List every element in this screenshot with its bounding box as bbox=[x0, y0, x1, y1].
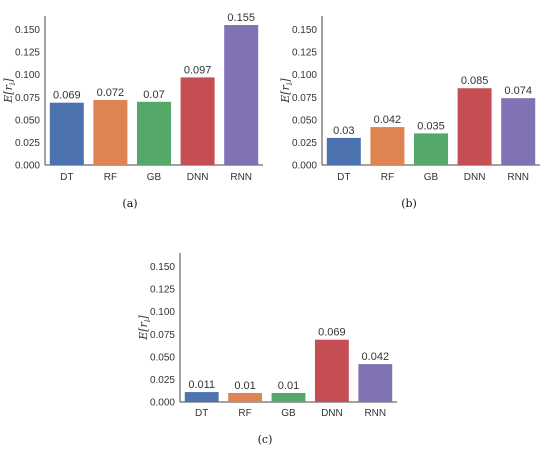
y-tick-label: 0.075 bbox=[15, 93, 40, 104]
data-label: 0.03 bbox=[333, 125, 354, 137]
panel-caption: (a) bbox=[122, 197, 137, 210]
y-tick-label: 0.150 bbox=[292, 25, 317, 36]
y-tick-label: 0.000 bbox=[15, 161, 40, 172]
data-label: 0.097 bbox=[184, 64, 212, 76]
bar-rnn-b bbox=[501, 98, 536, 165]
x-tick-label: GB bbox=[281, 408, 296, 419]
x-tick-label: DNN bbox=[321, 408, 343, 419]
chart-panel-a: 0.000 0.025 0.050 0.075 0.100 0.125 0.150 E[ri]… bbox=[2, 12, 263, 210]
x-tick-label: RF bbox=[381, 172, 394, 183]
y-tick-label: 0.025 bbox=[292, 138, 317, 149]
x-tick-label: DNN bbox=[187, 172, 209, 183]
chart-panel-b: 0.000 0.025 0.050 0.075 0.100 0.125 0.150 E[ri]… bbox=[279, 16, 540, 210]
bar-dnn-c bbox=[314, 339, 349, 402]
x-tick-label: RNN bbox=[230, 172, 252, 183]
x-tick-label: GB bbox=[424, 172, 439, 183]
data-label: 0.011 bbox=[188, 379, 215, 391]
x-tick-label: DT bbox=[337, 172, 350, 183]
y-tick-label: 0.100 bbox=[150, 307, 175, 318]
bar-rf-c bbox=[228, 392, 263, 402]
panel-caption: (c) bbox=[258, 433, 273, 446]
data-label: 0.072 bbox=[97, 87, 125, 99]
x-tick-label: GB bbox=[147, 172, 162, 183]
y-tick-label: 0.125 bbox=[15, 48, 40, 59]
bar-gb-a bbox=[136, 101, 172, 165]
data-label: 0.01 bbox=[234, 380, 255, 392]
bar-dt-b bbox=[326, 137, 361, 165]
x-tick-label: RF bbox=[104, 172, 117, 183]
y-tick-label: 0.075 bbox=[150, 330, 175, 341]
x-tick-label: RF bbox=[238, 408, 251, 419]
x-tick-label: DNN bbox=[464, 172, 486, 183]
bar-gb-b bbox=[413, 133, 449, 165]
y-tick-label: 0.125 bbox=[292, 48, 317, 59]
bar-dt-a bbox=[49, 102, 84, 165]
bar-dt-c bbox=[184, 392, 219, 402]
y-tick-label: 0.025 bbox=[150, 375, 175, 386]
data-label: 0.035 bbox=[417, 120, 445, 132]
y-tick-label: 0.050 bbox=[292, 115, 317, 126]
y-tick-label: 0.025 bbox=[15, 138, 40, 149]
data-label: 0.155 bbox=[227, 12, 255, 24]
chart-panel-c: 0.000 0.025 0.050 0.075 0.100 0.125 0.150 E[ri]… bbox=[137, 253, 397, 446]
data-label: 0.01 bbox=[278, 380, 299, 392]
data-label: 0.074 bbox=[504, 85, 532, 97]
bar-gb-c bbox=[271, 392, 306, 402]
bar-rf-a bbox=[93, 99, 128, 165]
y-tick-label: 0.075 bbox=[292, 93, 317, 104]
y-tick-label: 0.000 bbox=[292, 161, 317, 172]
data-label: 0.069 bbox=[318, 327, 346, 339]
data-label: 0.069 bbox=[53, 90, 81, 102]
bar-dnn-b bbox=[457, 88, 492, 165]
x-tick-label: RNN bbox=[364, 408, 386, 419]
x-tick-label: DT bbox=[60, 172, 73, 183]
y-tick-label: 0.050 bbox=[15, 115, 40, 126]
data-label: 0.042 bbox=[362, 351, 390, 363]
y-tick-label: 0.150 bbox=[15, 25, 40, 36]
data-label: 0.042 bbox=[374, 114, 402, 126]
x-tick-label: RNN bbox=[507, 172, 529, 183]
x-tick-label: DT bbox=[195, 408, 208, 419]
y-tick-label: 0.150 bbox=[150, 262, 175, 273]
y-tick-label: 0.050 bbox=[150, 352, 175, 363]
bar-rnn-c bbox=[358, 364, 393, 402]
y-axis-label: E[ri] bbox=[2, 78, 17, 104]
y-tick-label: 0.000 bbox=[150, 398, 175, 409]
data-label: 0.085 bbox=[461, 75, 489, 87]
y-tick-label: 0.100 bbox=[292, 70, 317, 81]
y-axis-label: E[ri] bbox=[137, 315, 152, 341]
y-tick-label: 0.125 bbox=[150, 285, 175, 296]
panel-caption: (b) bbox=[401, 197, 417, 210]
y-axis-label: E[ri] bbox=[279, 78, 294, 104]
y-tick-label: 0.100 bbox=[15, 70, 40, 81]
bar-rf-b bbox=[370, 127, 405, 165]
bar-dnn-a bbox=[180, 77, 215, 165]
bar-rnn-a bbox=[224, 25, 259, 165]
data-label: 0.07 bbox=[143, 89, 164, 101]
